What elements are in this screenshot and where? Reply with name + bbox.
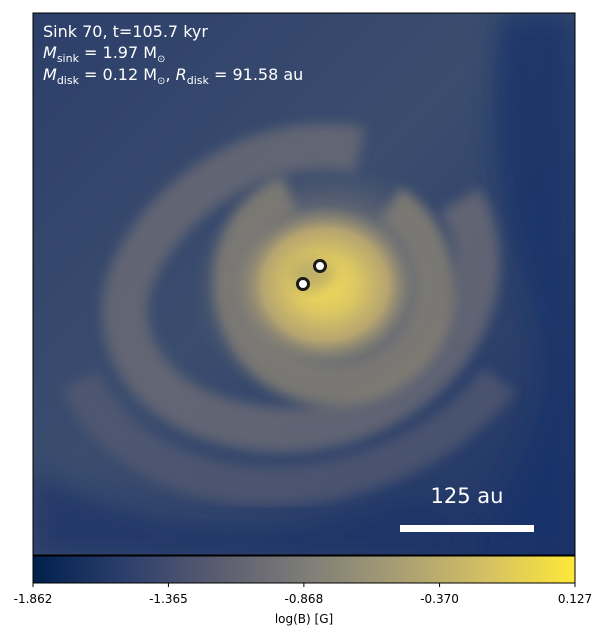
colorbar-label: log(B) [G] bbox=[275, 612, 333, 626]
scalebar-label: 125 au bbox=[431, 484, 504, 508]
colorbar-tick-label-4: -0.370 bbox=[420, 592, 459, 606]
annotation-line1: Sink 70, t=105.7 kyr bbox=[43, 22, 208, 41]
spiral-arm-lower bbox=[61, 367, 516, 506]
field-map: Sink 70, t=105.7 kyr Msink = 1.97 M⊙ Mdi… bbox=[33, 13, 575, 555]
colorbar: -1.862 -1.365 -0.868 -0.370 0.127 log(B) [G] bbox=[14, 555, 592, 626]
colorbar-tick-label-2: -1.365 bbox=[149, 592, 188, 606]
sink-marker-2 bbox=[296, 277, 310, 291]
colorbar-tick-label-5: 0.127 bbox=[558, 592, 592, 606]
field-map-dark-edge-bottom bbox=[33, 470, 470, 555]
annotation-m-sink: Msink = 1.97 M⊙ bbox=[43, 43, 165, 65]
colorbar-tick-label-3: -0.868 bbox=[285, 592, 324, 606]
colorbar-gradient bbox=[32, 555, 576, 584]
annotation-m-disk: Mdisk = 0.12 M⊙, Rdisk = 91.58 au bbox=[43, 65, 303, 87]
sink-markers bbox=[296, 259, 327, 291]
colorbar-tick-label-1: -1.862 bbox=[14, 592, 53, 606]
field-map-dark-edge-right bbox=[470, 13, 575, 555]
field-map-frame bbox=[32, 12, 576, 556]
scalebar-bar bbox=[400, 525, 534, 532]
colorbar-ticks: -1.862 -1.365 -0.868 -0.370 0.127 bbox=[14, 583, 592, 606]
sink-marker-1 bbox=[313, 259, 327, 273]
